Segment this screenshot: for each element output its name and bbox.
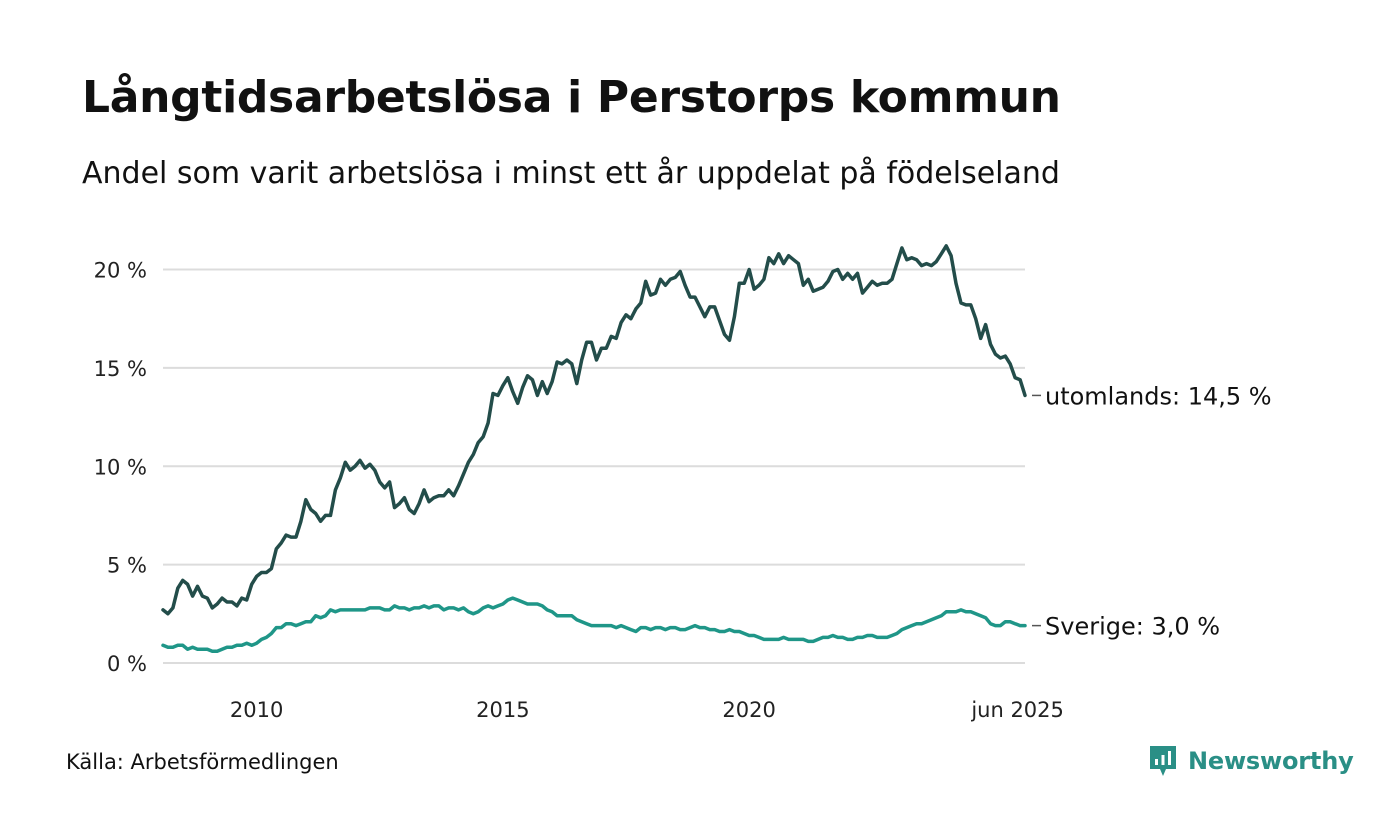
newsworthy-logo-icon	[1150, 746, 1176, 776]
gridlines	[163, 268, 1025, 664]
chart-title: Långtidsarbetslösa i Perstorps kommun	[82, 72, 1061, 123]
end-labels: utomlands: 14,5 % Sverige: 3,0 %	[1032, 382, 1272, 641]
y-axis-ticks: 0 % 5 % 10 % 15 % 20 %	[94, 259, 147, 676]
y-tick-label: 10 %	[94, 455, 147, 479]
x-tick-label: 2010	[230, 698, 283, 722]
y-tick-label: 15 %	[94, 357, 147, 381]
brand-name: Newsworthy	[1188, 747, 1354, 775]
x-axis-ticks: 2010 2015 2020 jun 2025	[230, 698, 1064, 722]
x-tick-label: jun 2025	[970, 698, 1064, 722]
y-tick-label: 0 %	[107, 652, 147, 676]
newsworthy-brand[interactable]: Newsworthy	[1148, 744, 1354, 778]
series-line-utomlands	[161, 244, 1027, 616]
y-tick-label: 5 %	[107, 554, 147, 578]
series-lines	[161, 244, 1027, 653]
end-label-utomlands: utomlands: 14,5 %	[1045, 382, 1272, 410]
x-tick-label: 2015	[476, 698, 529, 722]
x-tick-label: 2020	[722, 698, 775, 722]
series-line-sverige	[161, 596, 1027, 653]
source-note: Källa: Arbetsförmedlingen	[66, 750, 339, 774]
y-tick-label: 20 %	[94, 259, 147, 283]
end-label-sverige: Sverige: 3,0 %	[1045, 613, 1220, 641]
chart-subtitle: Andel som varit arbetslösa i minst ett å…	[82, 156, 1060, 191]
